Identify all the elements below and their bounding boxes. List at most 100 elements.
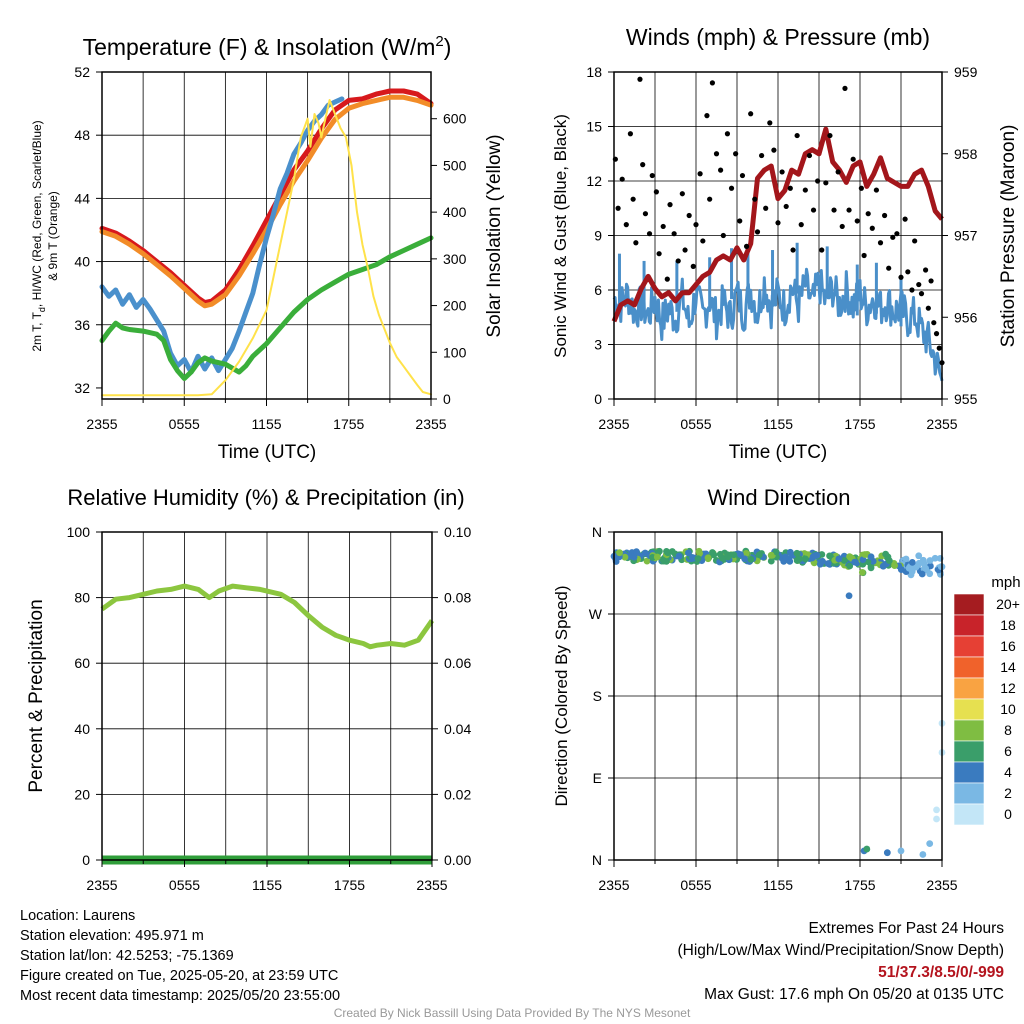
- max-gust: Max Gust: 17.6 mph On 05/20 at 0135 UTC: [704, 986, 1004, 1003]
- gust-point: [905, 269, 911, 275]
- gust-point: [646, 231, 653, 237]
- wind-direction-point: [718, 554, 726, 562]
- x-tick-label: 0555: [680, 877, 711, 893]
- gust-point: [739, 172, 746, 179]
- gust-point: [886, 265, 892, 271]
- gust-point: [890, 234, 896, 240]
- wind-direction-point: [659, 556, 667, 564]
- wind-direction-point: [809, 553, 817, 561]
- wind-direction-grid: [614, 532, 942, 860]
- x-tick-label: 1755: [844, 416, 875, 432]
- extremes-values: 51/37.3/8.5/0/-999: [878, 964, 1004, 981]
- speed-legend-label: 18: [1000, 617, 1016, 633]
- speed-legend-swatch: [953, 719, 985, 742]
- gust-point: [912, 238, 918, 244]
- y2-tick-label: 0.02: [444, 786, 471, 802]
- wind-direction-y-axis-title: Direction (Colored By Speed): [552, 585, 571, 806]
- gust-point: [783, 203, 789, 210]
- gust-point: [850, 156, 856, 162]
- x-tick-label: 0555: [169, 416, 200, 432]
- wind-direction-point: [859, 556, 867, 564]
- humidity-y-axis-title: Percent & Precipitation: [26, 599, 47, 792]
- gust-point: [873, 187, 880, 193]
- winds-x-axis-title: Time (UTC): [729, 442, 828, 463]
- speed-legend-swatch: [953, 803, 985, 826]
- wind-direction-point: [902, 555, 910, 563]
- y2-tick-label: 0.06: [444, 655, 471, 671]
- speed-legend-label: 16: [1000, 638, 1016, 654]
- gust-point: [806, 152, 813, 159]
- speed-legend-label: 20+: [996, 596, 1020, 612]
- wind-direction-point: [846, 562, 854, 570]
- x-tick-label: 1155: [763, 416, 793, 432]
- wind-direction-point: [664, 549, 672, 557]
- wind-direction-point: [851, 558, 859, 566]
- gust-point: [700, 238, 706, 244]
- humidity-panel: Relative Humidity (%) & Precipitation (i…: [26, 485, 471, 893]
- winds-series: [611, 76, 945, 382]
- wind-direction-point: [741, 555, 749, 563]
- speed-legend-swatch: [953, 593, 985, 616]
- y2-tick-label: 200: [443, 298, 467, 314]
- y-tick-label: 52: [74, 64, 90, 80]
- gust-point: [775, 220, 781, 226]
- wind-direction-point: [915, 559, 923, 567]
- gust-point: [823, 180, 829, 186]
- x-tick-label: 1155: [763, 877, 793, 893]
- gust-point: [697, 171, 703, 177]
- speed-legend-swatch: [953, 782, 985, 805]
- gust-point: [664, 276, 670, 282]
- gust-point: [763, 205, 769, 211]
- y-tick-label: 15: [586, 119, 602, 135]
- speed-legend-label: 0: [1004, 806, 1012, 822]
- humidity-panel-title: Relative Humidity (%) & Precipitation (i…: [67, 485, 464, 510]
- gust-point: [787, 185, 793, 191]
- y-tick-label: 44: [74, 190, 90, 206]
- x-tick-label: 2355: [416, 877, 447, 893]
- wind-direction-panel: Wind Direction 2355 0555 1155 1755 2355 N E S W N…: [552, 485, 1021, 893]
- y-tick-label: 48: [74, 127, 90, 143]
- wind-direction-point: [926, 570, 934, 578]
- wind-direction-point: [926, 557, 934, 564]
- gust-point: [767, 120, 773, 126]
- gust-point: [737, 218, 743, 224]
- x-tick-label: 2355: [926, 416, 957, 432]
- wind-direction-point: [795, 555, 803, 563]
- wind-direction-point: [630, 553, 638, 561]
- gust-point: [686, 212, 692, 219]
- y2-tick-label: 300: [443, 251, 467, 267]
- temperature-series-line: [99, 235, 434, 381]
- wind-direction-point: [845, 592, 853, 600]
- speed-legend-swatch: [953, 740, 985, 763]
- gust-point: [759, 152, 765, 159]
- gust-point: [637, 76, 643, 82]
- x-tick-label: 1755: [334, 877, 365, 893]
- humidity-grid: [102, 532, 432, 860]
- wind-direction-point: [915, 552, 923, 560]
- gust-point: [839, 223, 845, 230]
- gust-point: [877, 240, 884, 246]
- y-tick-label: N: [592, 852, 602, 868]
- gust-point: [869, 225, 875, 231]
- wind-direction-point: [694, 555, 702, 563]
- x-tick-label: 0555: [680, 416, 711, 432]
- figure-created: Figure created on Tue, 2025-05-20, at 23…: [20, 968, 339, 984]
- gust-point: [752, 196, 758, 202]
- y2-tick-label: 600: [443, 111, 467, 127]
- wind-direction-point: [689, 554, 696, 561]
- wind-direction-point: [724, 553, 732, 561]
- gust-point: [748, 111, 754, 117]
- speed-legend-swatch: [953, 614, 985, 637]
- y2-tick-label: 956: [954, 309, 978, 325]
- wind-direction-point: [633, 548, 640, 556]
- temperature-panel: Temperature (F) & Insolation (W/m2) 2355…: [30, 33, 505, 463]
- gust-point: [861, 252, 867, 259]
- wind-direction-point: [781, 553, 789, 561]
- x-tick-label: 2355: [86, 416, 117, 432]
- wind-direction-point: [747, 556, 755, 563]
- gust-point: [810, 207, 817, 213]
- speed-legend-label: 4: [1004, 764, 1012, 780]
- gust-point: [933, 331, 940, 337]
- x-tick-label: 1755: [333, 416, 364, 432]
- y-tick-label: 32: [74, 380, 90, 396]
